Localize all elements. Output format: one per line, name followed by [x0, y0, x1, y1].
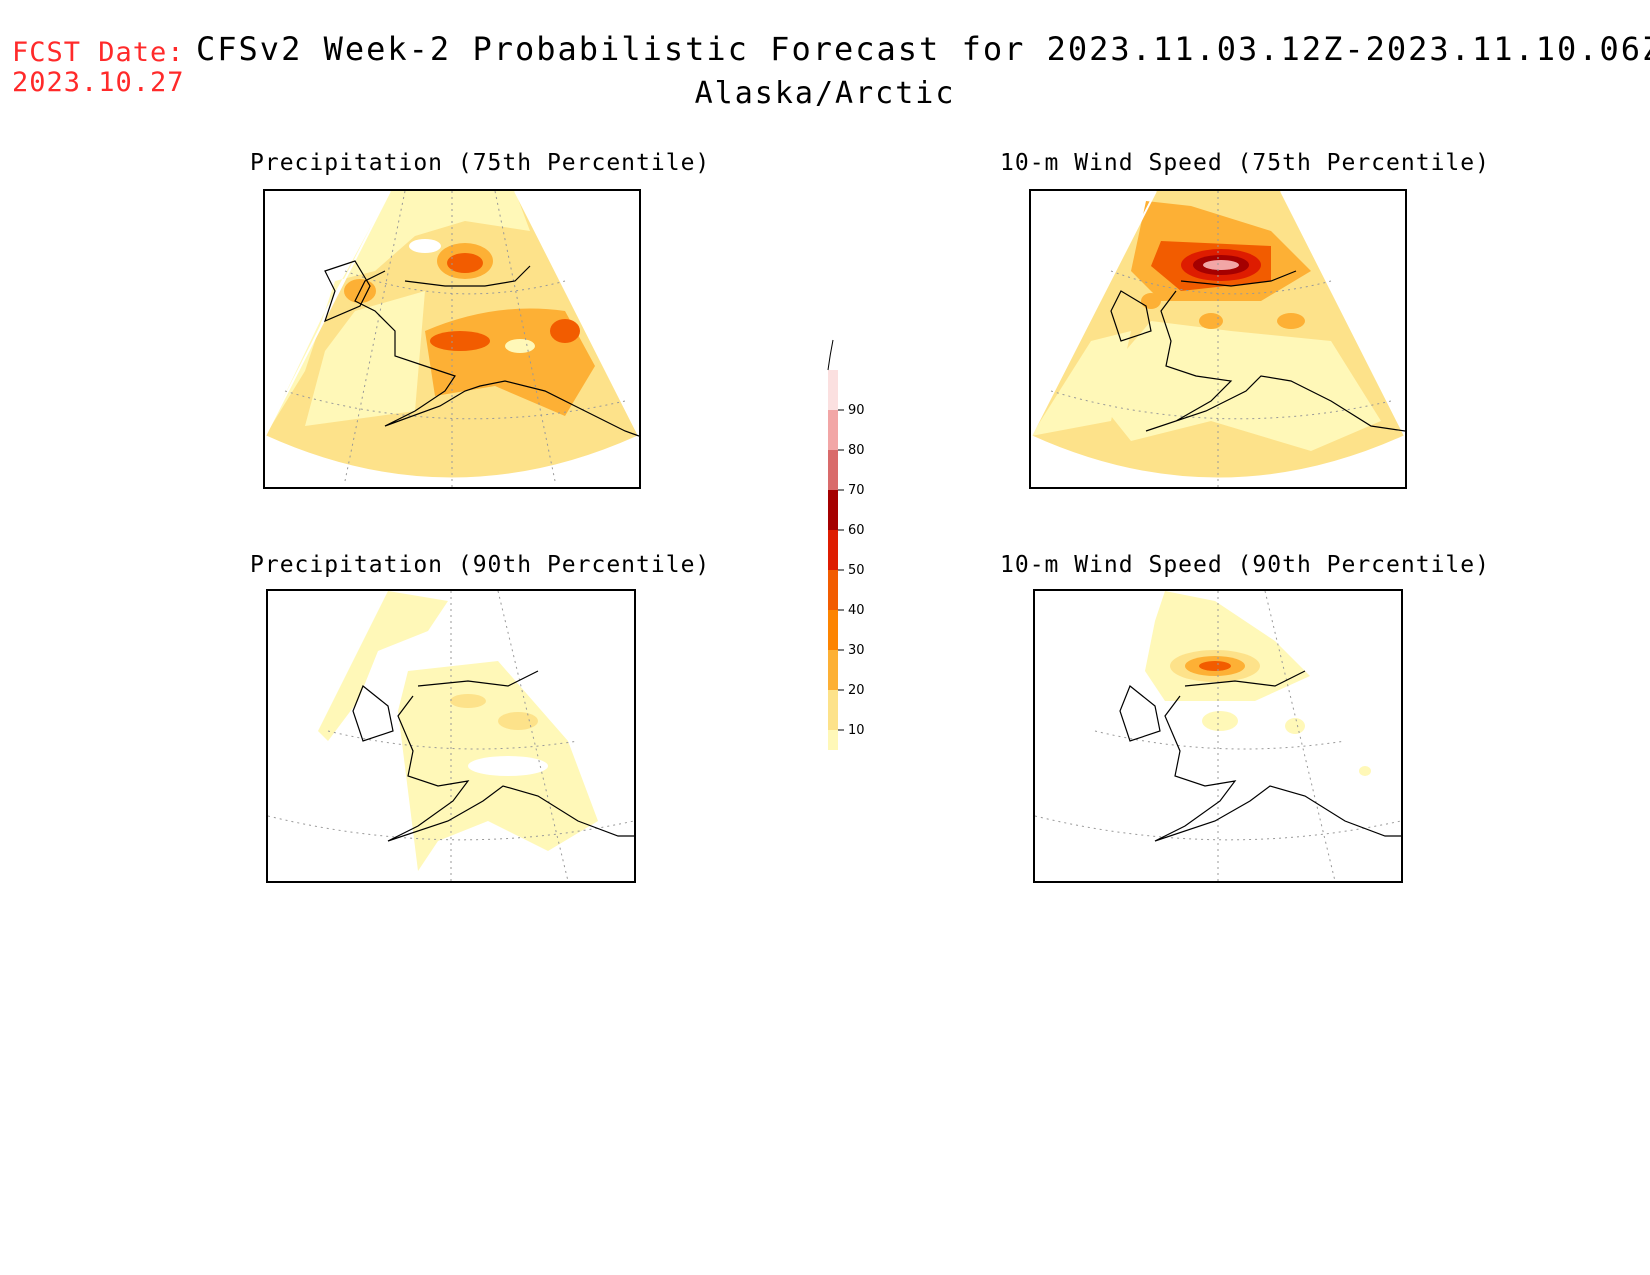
blank-area	[468, 756, 548, 776]
low-prob-area-2	[1031, 331, 1131, 436]
colorbar-tick-label: 30	[848, 643, 865, 658]
colorbar-block	[828, 490, 838, 530]
low-prob-spot	[1202, 711, 1238, 731]
colorbar-tick-label: 50	[848, 563, 865, 578]
colorbar-tick-label: 80	[848, 443, 865, 458]
prob-20	[450, 694, 486, 708]
prob-40	[447, 253, 483, 273]
graticule	[1050, 191, 1392, 487]
colorbar-block	[828, 730, 838, 770]
map-wind90	[1035, 591, 1401, 881]
colorbar: 10 20 30 40 50 60 70 80 90	[780, 330, 900, 801]
low-prob-spot	[1285, 718, 1305, 734]
low-prob-area	[1091, 321, 1381, 451]
colorbar-tick-label: 20	[848, 683, 865, 698]
low-prob-area	[318, 591, 448, 741]
map-wind75	[1031, 191, 1405, 487]
prob-30-spot	[1277, 313, 1305, 329]
colorbar-tick-label: 10	[848, 723, 865, 738]
prob-30-spot	[1199, 313, 1223, 329]
colorbar-tick-label: 40	[848, 603, 865, 618]
colorbar-tick-label: 70	[848, 483, 865, 498]
forecast-date-label: FCST Date:	[12, 37, 185, 68]
colorbar-block	[828, 450, 838, 490]
prob-80	[1203, 260, 1239, 270]
colorbar-tick-label: 90	[848, 403, 865, 418]
blank-area	[505, 339, 535, 353]
map-panel-wind90	[1033, 589, 1403, 883]
coastline	[352, 670, 634, 842]
colorbar-top-cap	[827, 339, 834, 371]
low-prob-area-2	[305, 291, 425, 426]
prob-40-core	[430, 331, 490, 351]
coastline	[1110, 270, 1405, 432]
low-prob-spot	[1359, 766, 1371, 776]
colorbar-block	[828, 690, 838, 730]
colorbar-svg: 10 20 30 40 50 60 70 80 90	[827, 339, 865, 801]
colorbar-block	[828, 370, 838, 410]
graticule	[1035, 591, 1401, 881]
prob-40	[1199, 661, 1231, 671]
page-title: CFSv2 Week-2 Probabilistic Forecast for …	[196, 30, 1650, 68]
sector-edge	[1031, 191, 1405, 480]
graticule	[268, 591, 634, 881]
colorbar-block	[828, 410, 838, 450]
prob-30-spot	[1141, 293, 1161, 309]
panel-title-wind75: 10-m Wind Speed (75th Percentile)	[1000, 150, 1490, 176]
map-panel-wind75	[1029, 189, 1407, 489]
blank-area	[409, 239, 441, 253]
colorbar-block	[828, 570, 838, 610]
coastline	[324, 260, 639, 437]
forecast-date-block: FCST Date: 2023.10.27	[12, 38, 185, 98]
forecast-date-value: 2023.10.27	[12, 67, 185, 98]
colorbar-block	[828, 650, 838, 690]
colorbar-block	[828, 530, 838, 570]
low-prob-area	[265, 191, 530, 436]
colorbar-tick-label: 60	[848, 523, 865, 538]
low-prob-area	[1145, 591, 1310, 701]
region-subtitle: Alaska/Arctic	[694, 76, 956, 111]
panel-title-wind90: 10-m Wind Speed (90th Percentile)	[1000, 552, 1490, 578]
prob-40-east	[550, 319, 580, 343]
map-panel-precip75	[263, 189, 641, 489]
prob-20	[498, 712, 538, 730]
panel-title-precip75: Precipitation (75th Percentile)	[250, 150, 711, 176]
map-panel-precip90	[266, 589, 636, 883]
panel-title-precip90: Precipitation (90th Percentile)	[250, 552, 711, 578]
map-precip90	[268, 591, 634, 881]
colorbar-block	[828, 610, 838, 650]
coastline	[1119, 670, 1401, 842]
sector-edge	[265, 191, 639, 480]
map-precip75	[265, 191, 639, 487]
